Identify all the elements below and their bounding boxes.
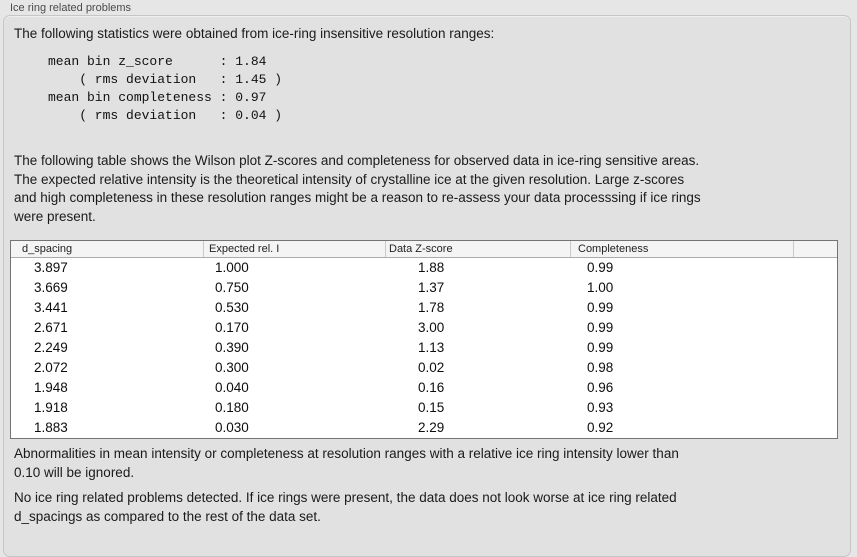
cell: 2.249 — [34, 340, 68, 355]
cell: 1.88 — [418, 260, 445, 275]
cell: 0.92 — [587, 420, 614, 435]
cell: 0.02 — [418, 360, 445, 375]
table-header-row: d_spacing Expected rel. I Data Z-score Comp… — [11, 241, 837, 258]
cell: 1.37 — [418, 280, 445, 295]
table-row[interactable]: 1.883 0.030 2.29 0.92 — [11, 418, 837, 438]
stats-block: mean bin z_score : 1.84 ( rms deviation … — [48, 54, 283, 123]
table-row[interactable]: 3.441 0.530 1.78 0.99 — [11, 298, 837, 318]
cell: 1.883 — [34, 420, 68, 435]
cell: 3.441 — [34, 300, 68, 315]
cell: 0.030 — [215, 420, 249, 435]
column-header-completeness[interactable]: Completeness — [571, 241, 794, 257]
cell: 0.99 — [587, 320, 614, 335]
cell: 2.072 — [34, 360, 68, 375]
cell: 0.390 — [215, 340, 249, 355]
cell: 0.98 — [587, 360, 614, 375]
table-body: 3.897 1.000 1.88 0.99 3.669 0.750 1.37 1.00 3.44… — [11, 258, 837, 438]
cell: 0.16 — [418, 380, 445, 395]
cell: 1.78 — [418, 300, 445, 315]
cell: 3.897 — [34, 260, 68, 275]
ice-ring-panel: { "panel": { "title": "Ice ring related … — [3, 2, 851, 557]
table-row[interactable]: 3.669 0.750 1.37 1.00 — [11, 278, 837, 298]
cell: 0.96 — [587, 380, 614, 395]
column-header-spacer — [794, 241, 837, 257]
ignore-note-text: Abnormalities in mean intensity or compl… — [14, 446, 679, 480]
cell: 0.750 — [215, 280, 249, 295]
table-row[interactable]: 2.249 0.390 1.13 0.99 — [11, 338, 837, 358]
cell: 3.00 — [418, 320, 445, 335]
column-header-data-z-score[interactable]: Data Z-score — [386, 241, 571, 257]
cell: 0.530 — [215, 300, 249, 315]
cell: 0.99 — [587, 340, 614, 355]
cell: 2.29 — [418, 420, 445, 435]
table-row[interactable]: 2.072 0.300 0.02 0.98 — [11, 358, 837, 378]
table-row[interactable]: 2.671 0.170 3.00 0.99 — [11, 318, 837, 338]
groupbox-title: Ice ring related problems — [10, 2, 132, 14]
cell: 0.170 — [215, 320, 249, 335]
column-header-expected-rel-i[interactable]: Expected rel. I — [204, 241, 386, 257]
table-row[interactable]: 1.948 0.040 0.16 0.96 — [11, 378, 837, 398]
cell: 1.00 — [587, 280, 614, 295]
cell: 2.671 — [34, 320, 68, 335]
cell: 0.99 — [587, 260, 614, 275]
cell: 1.918 — [34, 400, 68, 415]
cell: 1.13 — [418, 340, 445, 355]
cell: 0.93 — [587, 400, 614, 415]
cell: 0.99 — [587, 300, 614, 315]
table-description-text: The following table shows the Wilson plo… — [14, 153, 701, 224]
cell: 0.15 — [418, 400, 445, 415]
cell: 0.180 — [215, 400, 249, 415]
cell: 0.040 — [215, 380, 249, 395]
conclusion-text: No ice ring related problems detected. I… — [14, 490, 677, 524]
cell: 3.669 — [34, 280, 68, 295]
cell: 1.948 — [34, 380, 68, 395]
table-row[interactable]: 1.918 0.180 0.15 0.93 — [11, 398, 837, 418]
intro-text: The following statistics were obtained f… — [14, 26, 495, 41]
ice-ring-table: d_spacing Expected rel. I Data Z-score Comp… — [10, 240, 838, 439]
cell: 1.000 — [215, 260, 249, 275]
column-header-d-spacing[interactable]: d_spacing — [11, 241, 204, 257]
table-row[interactable]: 3.897 1.000 1.88 0.99 — [11, 258, 837, 278]
cell: 0.300 — [215, 360, 249, 375]
